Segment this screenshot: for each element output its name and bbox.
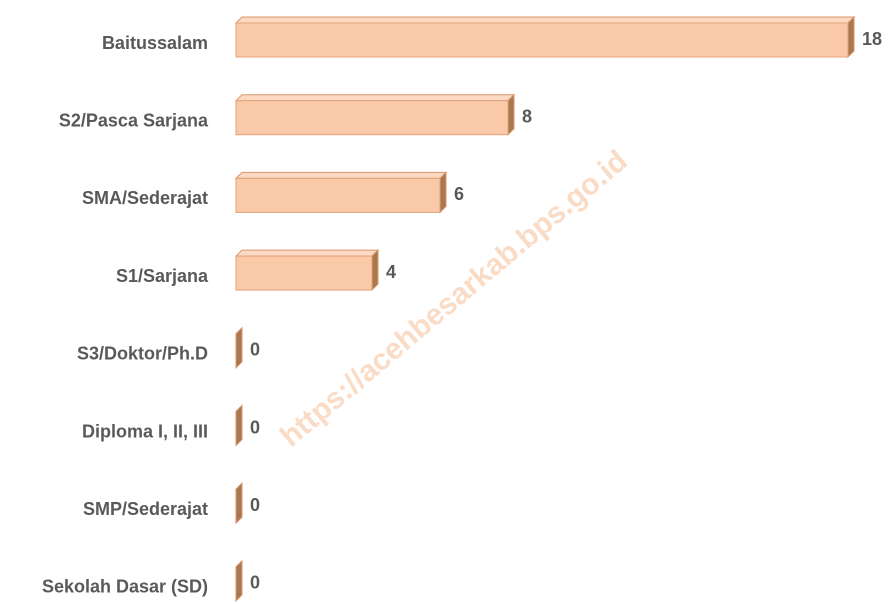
- bar-top: [234, 16, 856, 24]
- value-label: 0: [250, 340, 260, 360]
- bar-front: [235, 177, 441, 213]
- bar-front: [235, 22, 849, 58]
- bar-side: [235, 404, 243, 447]
- value-label: 0: [250, 495, 260, 515]
- value-label: 18: [862, 29, 882, 49]
- category-label: S2/Pasca Sarjana: [59, 110, 209, 130]
- bar: [235, 559, 243, 603]
- bar-side: [235, 481, 243, 525]
- category-label: S3/Doktor/Ph.D: [77, 344, 208, 364]
- bar: [235, 326, 243, 370]
- category-label: SMP/Sederajat: [83, 499, 208, 519]
- bar-side: [235, 326, 243, 370]
- bar: [235, 404, 243, 447]
- category-label: Diploma I, II, III: [82, 421, 208, 441]
- value-label: 6: [454, 184, 464, 204]
- bar: [234, 171, 448, 214]
- bar-side: [439, 171, 447, 214]
- bar: [234, 93, 516, 136]
- value-label: 0: [250, 573, 260, 593]
- bar: [235, 481, 243, 525]
- value-label: 4: [386, 262, 396, 282]
- bar-top: [234, 249, 380, 257]
- category-label: Baitussalam: [102, 33, 208, 53]
- category-label: Sekolah Dasar (SD): [42, 577, 208, 597]
- bar: [234, 248, 380, 292]
- bar-side: [847, 15, 855, 59]
- bar-side: [507, 93, 515, 136]
- bar-top: [234, 171, 448, 179]
- category-label: S1/Sarjana: [116, 266, 209, 286]
- value-label: 8: [522, 106, 532, 126]
- bar-side: [235, 559, 243, 603]
- bar-side: [371, 248, 379, 292]
- bar-front: [235, 255, 373, 291]
- bar-front: [235, 100, 509, 136]
- category-label: SMA/Sederajat: [82, 188, 208, 208]
- value-label: 0: [250, 417, 260, 437]
- bar: [234, 15, 856, 59]
- bar-top: [234, 94, 516, 102]
